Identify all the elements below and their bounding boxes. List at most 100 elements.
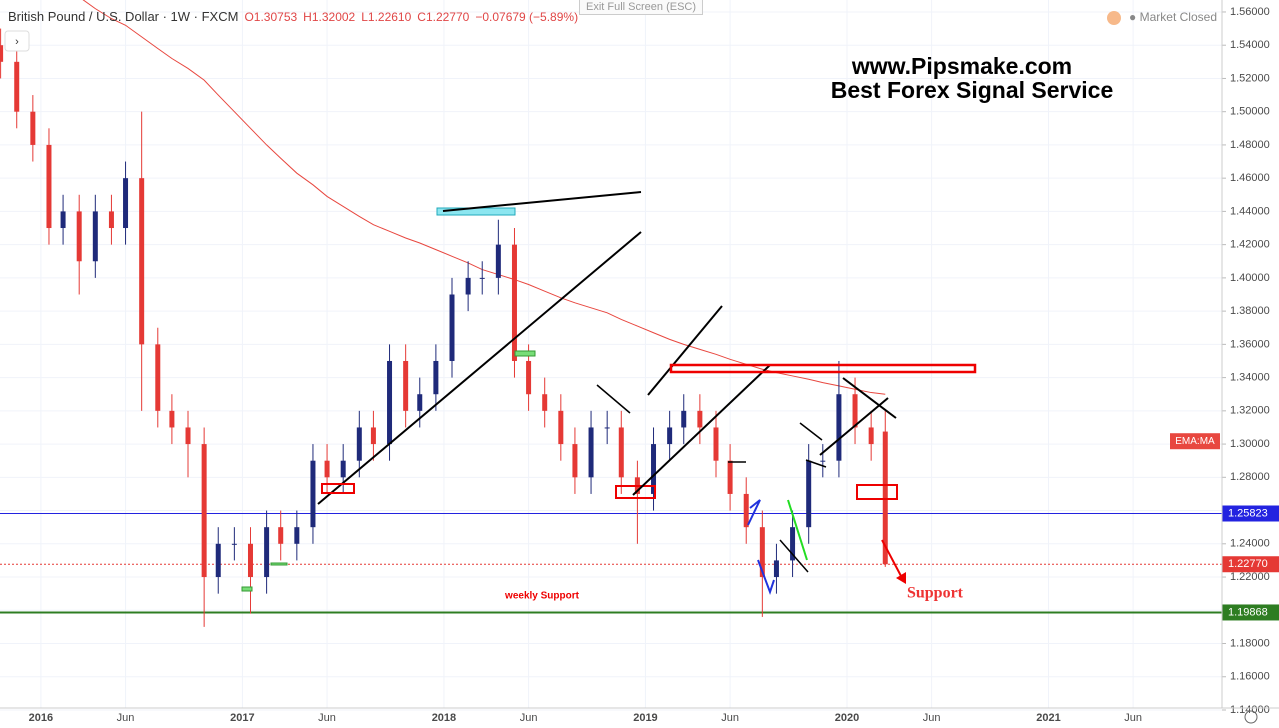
candle-body — [852, 394, 858, 428]
trend-line — [842, 377, 897, 419]
candle-body — [681, 410, 687, 428]
x-tick-label: Jun — [117, 712, 135, 724]
zone — [241, 586, 253, 592]
collapse-button[interactable] — [4, 30, 30, 52]
annotation: Support — [907, 585, 964, 602]
y-tick-label: 1.38000 — [1230, 305, 1270, 317]
candle-body — [618, 427, 624, 478]
y-tick-label: 1.42000 — [1230, 239, 1270, 251]
candle-body — [108, 211, 114, 229]
arrow — [881, 539, 902, 577]
candle-body — [526, 360, 532, 395]
price-label: 1.19868 — [1228, 606, 1268, 618]
ohlc: C1.22770 — [417, 10, 470, 24]
pattern — [747, 499, 761, 526]
price-label: 1.22770 — [1228, 558, 1268, 570]
candle-body — [479, 277, 485, 279]
trend-line — [632, 364, 771, 496]
zone — [436, 207, 516, 216]
y-tick-label: 1.54000 — [1230, 39, 1270, 51]
candle-body — [572, 444, 578, 478]
x-tick-label: 2018 — [432, 712, 456, 724]
candle-body — [340, 460, 346, 478]
y-tick-label: 1.16000 — [1230, 671, 1270, 683]
trend-line — [819, 397, 889, 456]
ohlc: H1.32002 — [303, 10, 356, 24]
y-tick-label: 1.34000 — [1230, 372, 1270, 384]
symbol: British Pound / U.S. Dollar · 1W · FXCM — [8, 9, 239, 24]
candle-body — [882, 431, 888, 565]
candle-body — [231, 543, 237, 545]
price-label-bg — [1222, 556, 1279, 573]
candle-body — [790, 527, 796, 561]
trend-line — [787, 499, 808, 561]
market-status: ● Market Closed — [1129, 10, 1217, 24]
candle-body — [511, 244, 517, 361]
trend-line — [442, 191, 642, 212]
candle-body — [370, 427, 376, 445]
candle-body — [588, 427, 594, 478]
y-tick-label: 1.48000 — [1230, 139, 1270, 151]
x-tick-label: Jun — [1124, 712, 1142, 724]
zone — [615, 485, 656, 499]
y-tick-label: 1.44000 — [1230, 205, 1270, 217]
candle-body — [155, 344, 161, 411]
ema — [82, 0, 886, 395]
x-tick-label: 2017 — [230, 712, 254, 724]
candle-body — [820, 460, 826, 462]
zone — [669, 363, 977, 374]
candle-body — [433, 360, 439, 395]
candle-body — [123, 178, 129, 229]
candle-body — [465, 277, 471, 295]
candle-body — [868, 427, 874, 445]
ohlc: O1.30753 — [244, 10, 298, 24]
candle-body — [185, 427, 191, 445]
candle-body — [201, 444, 207, 578]
zone — [514, 350, 536, 357]
watermark: Best Forex Signal Service — [831, 77, 1114, 103]
candle-body — [356, 427, 362, 461]
settings-icon[interactable] — [1244, 710, 1258, 724]
candle-body — [247, 543, 253, 578]
y-tick-label: 1.22000 — [1230, 571, 1270, 583]
candles — [0, 28, 888, 627]
candle-body — [46, 144, 52, 229]
status-text: Market Closed — [1139, 10, 1217, 24]
candle-body — [169, 410, 175, 428]
ohlc: L1.22610 — [361, 10, 412, 24]
candle-body — [0, 45, 4, 62]
candle-body — [713, 427, 719, 461]
pattern — [757, 559, 775, 595]
x-tick-label: Jun — [721, 712, 739, 724]
y-tick-label: 1.14000 — [1230, 704, 1270, 716]
candle-body — [294, 527, 300, 544]
x-tick-label: 2020 — [835, 712, 859, 724]
candle-body — [449, 294, 455, 361]
drawings — [241, 191, 977, 595]
candle-body — [76, 211, 82, 262]
y-tick-label: 1.30000 — [1230, 438, 1270, 450]
candle-body — [727, 460, 733, 494]
header: British Pound / U.S. Dollar · 1W · FXCM O… — [8, 9, 578, 24]
status-icon — [1107, 11, 1121, 25]
zone — [270, 562, 288, 566]
price-label-bg — [1222, 604, 1279, 621]
exit-fullscreen[interactable]: Exit Full Screen (ESC) — [579, 0, 704, 15]
price-lines: 1.25823 1.22770 1.19868 — [0, 505, 1279, 621]
trend-line — [596, 384, 631, 414]
legend-label: EMA:MA — [1175, 436, 1215, 447]
watermark: www.Pipsmake.com — [851, 53, 1072, 79]
candle-body — [139, 178, 145, 345]
annotation: weekly Support — [504, 591, 580, 602]
candle-body — [743, 493, 749, 528]
candle-body — [14, 61, 20, 112]
candle-body — [324, 460, 330, 478]
price-label: 1.25823 — [1228, 507, 1268, 519]
candle-body — [30, 111, 36, 145]
ema-line — [82, 0, 886, 395]
y-tick-label: 1.50000 — [1230, 106, 1270, 118]
candle-body — [759, 527, 765, 578]
candle-body — [667, 427, 673, 445]
